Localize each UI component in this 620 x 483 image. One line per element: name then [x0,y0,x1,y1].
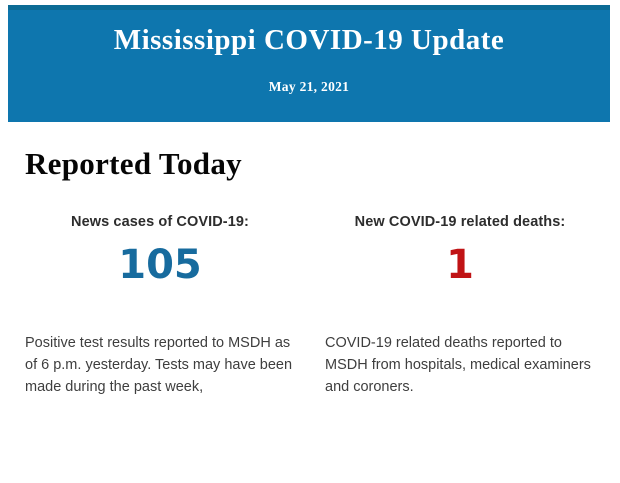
stat-new-deaths: New COVID-19 related deaths: 1 COVID-19 … [325,214,595,398]
stat-value-new-cases: 105 [118,242,202,288]
banner-title: Mississippi COVID-19 Update [113,24,505,56]
banner-date: May 21, 2021 [268,79,350,94]
stats-row: News cases of COVID-19: 105 Positive tes… [25,214,595,398]
section-heading: Reported Today [25,146,242,181]
stat-new-cases: News cases of COVID-19: 105 Positive tes… [25,214,295,398]
stat-description-new-cases: Positive test results reported to MSDH a… [25,335,293,395]
content-area: Reported Today News cases of COVID-19: 1… [0,146,620,398]
stat-label-new-deaths: New COVID-19 related deaths: [354,214,566,230]
stat-description-new-deaths: COVID-19 related deaths reported to MSDH… [325,335,591,395]
stat-value-new-deaths: 1 [446,242,474,288]
header-banner: Mississippi COVID-19 Update May 21, 2021 [8,5,610,122]
stat-label-new-cases: News cases of COVID-19: [71,214,249,230]
